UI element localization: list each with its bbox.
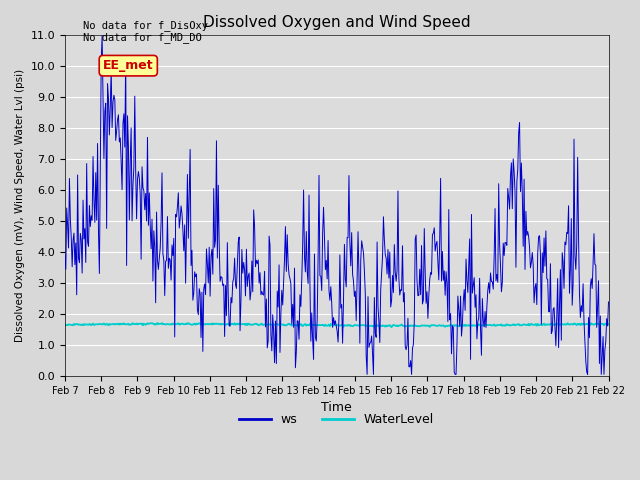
Text: EE_met: EE_met xyxy=(103,59,154,72)
Text: No data for f_MD_DO: No data for f_MD_DO xyxy=(83,32,202,43)
X-axis label: Time: Time xyxy=(321,401,352,414)
Title: Dissolved Oxygen and Wind Speed: Dissolved Oxygen and Wind Speed xyxy=(203,15,470,30)
Text: No data for f_DisOxy: No data for f_DisOxy xyxy=(83,20,208,31)
Legend: ws, WaterLevel: ws, WaterLevel xyxy=(234,408,439,431)
Y-axis label: Dissolved Oxygen (mV), Wind Speed, Water Lvl (psi): Dissolved Oxygen (mV), Wind Speed, Water… xyxy=(15,69,25,342)
